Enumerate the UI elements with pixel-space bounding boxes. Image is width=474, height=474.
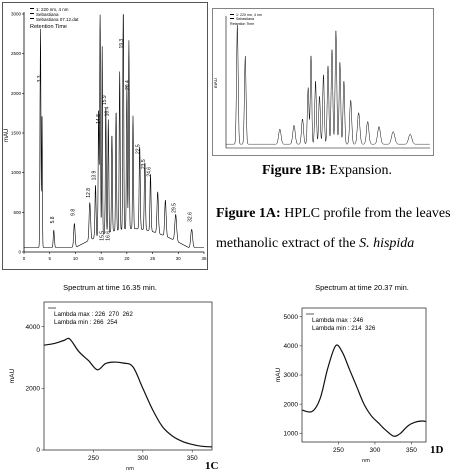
hplc-main-peak-label: 20.4 [125, 80, 131, 90]
hplc-main-xtick: 20 [124, 256, 130, 261]
hplc-main-peak-label: 15.5 [100, 231, 106, 241]
spectrum-1d-legend-2: Lambda min : 214 326 [312, 325, 376, 332]
hplc-main-ytick: 2500 [11, 51, 22, 56]
hplc-main-ytick: 3000 [11, 12, 22, 17]
hplc-main-peak-label: 14.8 [96, 114, 102, 124]
hplc-main-trace [24, 14, 204, 248]
hplc-main-peak-label: 16.4 [104, 106, 110, 116]
hplc-main-peak-label: 15.9 [102, 95, 108, 105]
figure-1b-caption: Figure 1B: Expansion. [262, 162, 462, 180]
spectrum-1d-ytick: 4000 [284, 343, 299, 350]
hplc-expansion-trace [226, 24, 430, 145]
panel-1d-label: 1D [430, 444, 444, 456]
hplc-expansion-panel: mAU 1: 220 nm, 4 nm Sebastiana Retention… [212, 8, 434, 156]
hplc-main-ytick: 500 [13, 210, 21, 215]
spectrum-1d-ytick: 3000 [284, 372, 299, 379]
hplc-main-peak-label: 19.3 [119, 39, 125, 49]
hplc-main-panel: 0 500 1000 1500 2000 2500 3000 0 5 10 15 20 25 30 35 … [2, 2, 208, 270]
spectrum-1d-chart: Spectrum at time 20.37 min. 250 300 350 1000… [275, 283, 427, 464]
hplc-main-xtick: 5 [48, 256, 51, 261]
hplc-main-legend-2: Sebastiana [36, 12, 59, 17]
hplc-main-xtick: 30 [176, 256, 182, 261]
spectrum-1c-xtick: 350 [187, 455, 198, 462]
spectrum-1d-ytick: 1000 [284, 430, 299, 437]
spectrum-1c-legend-2: Lambda min : 266 254 [54, 319, 118, 326]
hplc-main-peak-label: 23.5 [141, 159, 147, 169]
spectrum-1d-xtick: 300 [370, 447, 381, 454]
spectrum-1d-title: Spectrum at time 20.37 min. [315, 283, 409, 292]
figure-1a-label: Figure 1A: [216, 206, 281, 221]
spectrum-1d-line [301, 344, 427, 437]
spectrum-1d-legend-1: Lambda max : 246 [312, 317, 364, 324]
spectrum-1d-ytick: 2000 [284, 401, 299, 408]
hplc-main-ylabel: mAU [4, 129, 10, 142]
figure-1a-caption: Figure 1A: HPLC profile from the leaves … [216, 199, 468, 259]
hplc-main-xtick: 0 [23, 256, 26, 261]
hplc-main-retention-label: Retention Time [30, 24, 67, 30]
hplc-main-ytick: 1500 [11, 131, 22, 136]
spectrum-1c-plot-frame [43, 301, 213, 451]
hplc-main-legend-1: 1: 220 nm, 4 nm [36, 7, 69, 12]
hplc-expansion-legend-3: Retention Time [230, 22, 254, 26]
hplc-main-xtick: 25 [150, 256, 156, 261]
hplc-main-ytick: 2000 [11, 91, 22, 96]
hplc-main-legend-3: Sebastiana 07.12.dat [36, 17, 79, 22]
spectrum-1d-panel: Spectrum at time 20.37 min. 250 300 350 1000… [240, 280, 474, 474]
panel-1c-label: 1C [205, 460, 219, 472]
hplc-main-xtick: 35 [201, 256, 207, 261]
spectrum-1c-xtick: 250 [88, 455, 99, 462]
spectrum-1c-xtick: 300 [137, 455, 148, 462]
figure-1a-line-2: methanolic extract of the S. hispida [216, 229, 468, 259]
spectrum-1c-panel: Spectrum at time 16.35 min. 250 300 350 0 200… [0, 278, 226, 474]
hplc-main-peak-label: 5.8 [50, 216, 56, 223]
hplc-main-xtick: 10 [73, 256, 79, 261]
spectrum-1c-chart: Spectrum at time 16.35 min. 250 300 350 0 200… [9, 283, 213, 472]
figure-1b-text: Expansion. [325, 163, 393, 178]
hplc-main-peak-label: 9.8 [70, 209, 76, 216]
hplc-main-peak-label: 24.6 [147, 167, 153, 177]
spectrum-1c-line [43, 337, 213, 448]
hplc-main-peak-label: 13.9 [91, 170, 97, 180]
figure-1b-label: Figure 1B: [262, 163, 326, 178]
spectrum-1c-legend-1: Lambda max : 226 270 262 [54, 311, 133, 318]
hplc-expansion-chart: mAU 1: 220 nm, 4 nm Sebastiana Retention… [212, 8, 434, 156]
spectrum-1c-title: Spectrum at time 16.35 min. [63, 283, 157, 292]
hplc-expansion-legend-2: Sebastiana [236, 17, 254, 21]
spectrum-1c-xlabel: nm [126, 466, 134, 472]
hplc-main-xtick: 15 [99, 256, 105, 261]
hplc-main-peak-label: 22.5 [136, 144, 142, 154]
hplc-expansion-ylabel: mAU [213, 78, 218, 88]
spectrum-1d-ytick: 5000 [284, 314, 299, 321]
hplc-expansion-legend-1: 1: 220 nm, 4 nm [236, 13, 262, 17]
hplc-main-ytick: 1000 [11, 170, 22, 175]
spectrum-1d-ylabel: mAU [275, 367, 282, 382]
figure-1a-text-2: methanolic extract of the [216, 236, 360, 251]
hplc-main-peak-label: 12.8 [86, 188, 92, 198]
figure-1a-text-1: HPLC profile from the leaves [280, 206, 451, 221]
figure-1a-species: S. hispida [359, 236, 415, 251]
hplc-main-peak-label: 32.6 [188, 212, 194, 222]
hplc-main-peak-label: 29.5 [172, 203, 178, 213]
spectrum-1c-ylabel: mAU [9, 368, 16, 383]
spectrum-1d-xtick: 250 [333, 447, 344, 454]
figure-1a-line-1: Figure 1A: HPLC profile from the leaves [216, 199, 468, 229]
spectrum-1c-ytick: 4000 [26, 324, 41, 331]
hplc-main-peak-label: 16.6 [105, 231, 111, 241]
spectrum-1c-ytick: 2000 [26, 386, 41, 393]
spectrum-1c-ytick: 0 [36, 447, 40, 454]
spectrum-1d-xlabel: nm [362, 458, 370, 464]
spectrum-1d-xtick: 350 [406, 447, 417, 454]
hplc-main-ytick: 0 [18, 250, 21, 255]
hplc-main-peak-label: 3.3 [37, 75, 43, 82]
